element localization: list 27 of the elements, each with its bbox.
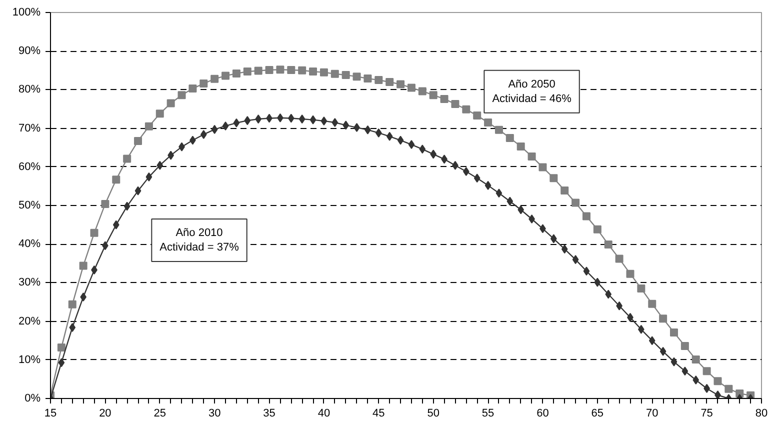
- x-tick-label: 15: [44, 408, 57, 420]
- y-tick-label: 60%: [18, 160, 41, 173]
- y-tick-label: 70%: [18, 122, 41, 134]
- y-tick-label: 30%: [18, 276, 41, 289]
- x-tick-label: 20: [99, 408, 112, 420]
- x-tick-label: 30: [208, 408, 221, 420]
- y-tick-label: 90%: [18, 45, 41, 58]
- x-tick-label: 45: [372, 408, 385, 420]
- x-tick-label: 80: [755, 408, 768, 420]
- x-tick-label: 40: [318, 408, 330, 420]
- y-tick-label: 40%: [18, 238, 41, 250]
- x-tick-label: 25: [154, 408, 166, 420]
- x-tick-label: 60: [536, 408, 549, 420]
- x-tick-label: 75: [700, 408, 713, 420]
- annotation: Año 2050 Actividad = 46%: [492, 78, 572, 105]
- x-tick-label: 65: [591, 408, 604, 420]
- x-tick-label: 55: [482, 408, 494, 420]
- x-tick-label: 35: [263, 408, 276, 420]
- y-tick-label: 80%: [18, 84, 41, 96]
- annotation: Año 2010 Actividad = 37%: [160, 227, 240, 254]
- y-tick-label: 10%: [18, 354, 41, 366]
- x-tick-label: 70: [646, 408, 658, 420]
- y-tick-label: 0%: [24, 392, 41, 404]
- x-tick-label: 50: [427, 408, 440, 420]
- y-tick-label: 50%: [18, 200, 41, 212]
- y-tick-label: 20%: [18, 315, 41, 328]
- y-tick-label: 100%: [12, 6, 41, 18]
